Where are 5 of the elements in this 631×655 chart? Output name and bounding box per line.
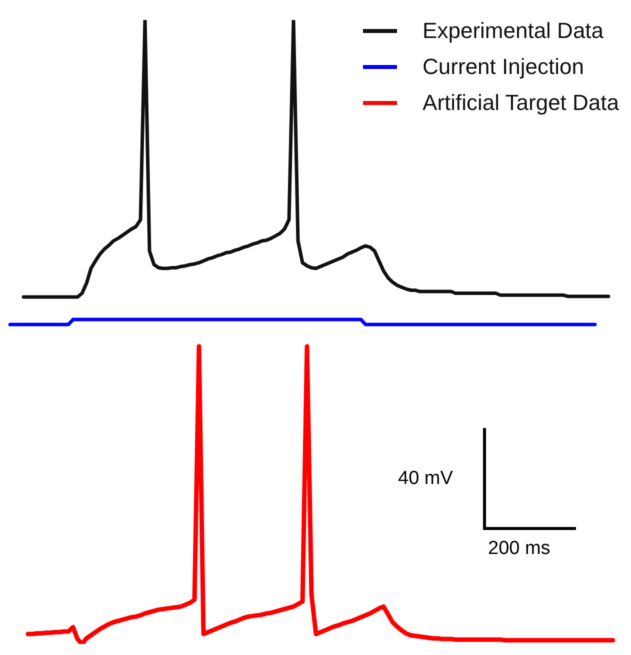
legend-label: Experimental Data [422,18,604,44]
legend-label: Current Injection [422,54,584,80]
annotation: 200 ms [488,538,550,560]
annotation: 40 mV [398,468,453,490]
legend-label: Artificial Target Data [422,90,619,116]
